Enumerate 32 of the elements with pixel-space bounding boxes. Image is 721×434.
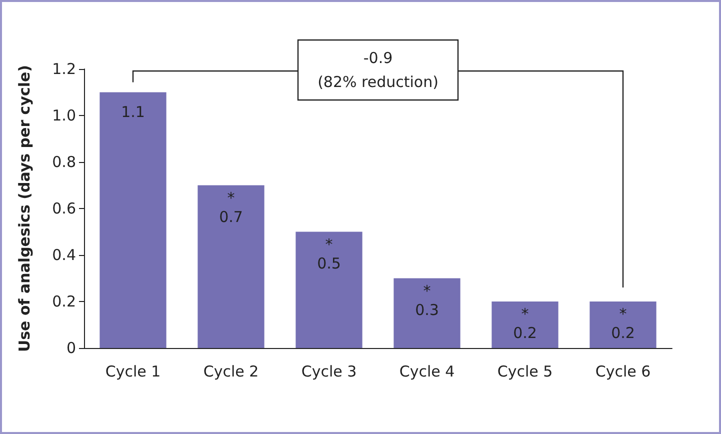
x-tick-label: Cycle 1 [105, 362, 161, 380]
bar [590, 302, 656, 348]
x-tick-label: Cycle 4 [399, 362, 455, 380]
annotation: -0.9 (82% reduction) [318, 49, 438, 91]
data-label: 0.3 [415, 300, 439, 319]
data-label: 0.2 [611, 324, 635, 342]
annotation: * [619, 305, 628, 323]
bar [100, 92, 166, 348]
data-label: 1.1 [121, 102, 145, 121]
bar [492, 302, 558, 348]
x-tick-label: Cycle 2 [203, 362, 259, 380]
annotation: * [227, 188, 236, 207]
bar [198, 185, 264, 348]
annotation: * [325, 235, 334, 254]
data-label: 0.5 [317, 254, 341, 272]
x-tick-label: Cycle 3 [301, 362, 357, 380]
y-axis-title: Use of analgesics (days per cycle) [16, 64, 34, 352]
y-tick-label: 0 [66, 339, 76, 357]
data-label: 0.7 [219, 208, 243, 226]
y-tick-label: 0.8 [52, 153, 76, 171]
y-tick-label: 0.6 [52, 200, 76, 218]
bar [394, 278, 460, 348]
x-tick-label: Cycle 6 [595, 362, 651, 380]
y-tick-label: 1.0 [52, 106, 76, 124]
bar [296, 232, 362, 348]
y-tick-label: 0.2 [52, 292, 76, 310]
annotation: * [423, 282, 432, 300]
x-tick-label: Cycle 5 [497, 362, 553, 380]
y-tick-label: 0.4 [52, 246, 76, 264]
annotation: * [521, 305, 530, 323]
data-label: 0.2 [513, 324, 537, 342]
y-tick-label: 1.2 [52, 60, 76, 78]
